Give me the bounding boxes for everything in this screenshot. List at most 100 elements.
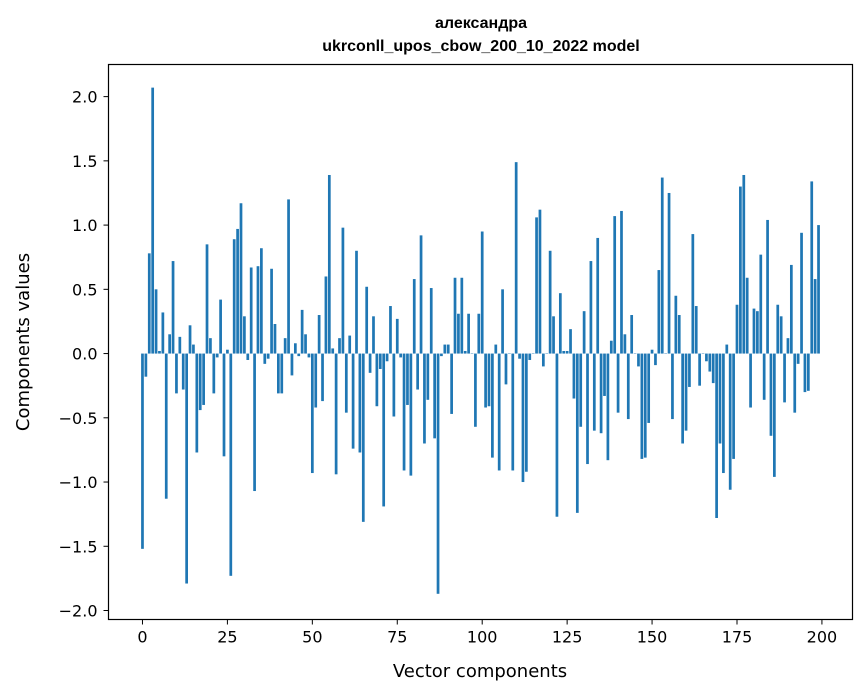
bar bbox=[365, 286, 369, 354]
bar bbox=[270, 268, 273, 354]
bar bbox=[718, 353, 722, 444]
bar bbox=[786, 338, 790, 354]
bar bbox=[521, 353, 525, 483]
bar bbox=[745, 277, 749, 354]
x-tick-label: 200 bbox=[807, 628, 838, 647]
bar bbox=[440, 353, 443, 357]
chart-title-line-1: александра bbox=[435, 15, 527, 32]
bar bbox=[480, 231, 484, 354]
bar bbox=[222, 353, 226, 457]
bar bbox=[154, 289, 158, 354]
bar bbox=[402, 353, 406, 471]
bar bbox=[728, 353, 732, 490]
bar bbox=[708, 353, 712, 372]
bar bbox=[236, 228, 239, 354]
bar bbox=[603, 353, 606, 396]
bar bbox=[460, 277, 464, 354]
bar bbox=[426, 353, 430, 400]
bar bbox=[249, 267, 253, 354]
bar bbox=[463, 350, 467, 354]
bar bbox=[304, 334, 307, 354]
y-tick-label: −1.5 bbox=[59, 537, 98, 556]
bar bbox=[722, 353, 725, 474]
bar bbox=[256, 266, 260, 354]
bar bbox=[453, 277, 457, 354]
bar bbox=[667, 192, 671, 354]
bar bbox=[273, 324, 277, 354]
bar bbox=[164, 353, 168, 499]
bar bbox=[677, 315, 681, 354]
bar bbox=[215, 353, 219, 358]
bar bbox=[766, 219, 769, 354]
bar bbox=[592, 353, 596, 431]
bar bbox=[698, 353, 701, 386]
bar bbox=[175, 353, 178, 394]
bar bbox=[192, 344, 195, 354]
bar bbox=[541, 353, 545, 367]
bar bbox=[266, 353, 270, 359]
bar bbox=[732, 353, 735, 459]
chart-title-line-2: ukrconll_upos_cbow_200_10_2022 model bbox=[322, 38, 639, 55]
bar bbox=[293, 343, 297, 354]
bar bbox=[168, 334, 172, 354]
x-tick-label: 50 bbox=[302, 628, 322, 647]
bar bbox=[671, 353, 674, 420]
bar bbox=[626, 353, 630, 420]
bar bbox=[640, 353, 644, 459]
x-tick-label: 0 bbox=[137, 628, 147, 647]
bar bbox=[395, 318, 399, 354]
bar bbox=[688, 353, 691, 387]
bar bbox=[474, 353, 477, 427]
bar bbox=[660, 177, 664, 354]
bar bbox=[467, 313, 470, 354]
bar bbox=[351, 353, 355, 449]
y-tick-label: 0.5 bbox=[72, 280, 97, 299]
bar bbox=[378, 353, 382, 369]
bar bbox=[297, 353, 301, 357]
bar bbox=[229, 353, 233, 576]
bar bbox=[596, 237, 600, 354]
bar bbox=[637, 353, 640, 367]
bar bbox=[575, 353, 579, 513]
bar bbox=[321, 353, 324, 402]
bar bbox=[654, 353, 657, 366]
bar bbox=[779, 316, 783, 354]
bar bbox=[589, 261, 593, 354]
bar bbox=[348, 335, 352, 354]
y-tick-label: 1.0 bbox=[72, 216, 97, 235]
bar bbox=[800, 232, 803, 354]
bar bbox=[205, 244, 209, 354]
bar bbox=[338, 338, 341, 354]
bar bbox=[582, 311, 586, 354]
y-tick-label: −2.0 bbox=[59, 602, 98, 621]
bar bbox=[141, 353, 144, 549]
bar bbox=[409, 353, 413, 476]
bar bbox=[287, 199, 290, 354]
bar bbox=[793, 353, 797, 413]
bar bbox=[725, 344, 729, 354]
bar bbox=[711, 353, 715, 384]
bar bbox=[609, 340, 613, 354]
bar bbox=[300, 309, 304, 354]
bar bbox=[810, 181, 814, 354]
bar bbox=[195, 353, 199, 453]
bar bbox=[429, 288, 433, 354]
bar bbox=[511, 353, 515, 471]
bar bbox=[806, 353, 810, 391]
x-tick-label: 175 bbox=[722, 628, 753, 647]
bar bbox=[433, 353, 436, 439]
bar bbox=[239, 203, 243, 354]
bar bbox=[579, 353, 583, 427]
x-tick-label: 25 bbox=[217, 628, 237, 647]
bar bbox=[399, 353, 403, 358]
bar bbox=[789, 264, 793, 354]
bar bbox=[327, 174, 331, 354]
bar bbox=[657, 270, 661, 354]
bar bbox=[198, 353, 202, 411]
bar bbox=[226, 349, 229, 354]
bar bbox=[283, 338, 287, 354]
bar bbox=[535, 217, 538, 354]
bar bbox=[260, 248, 263, 354]
bar bbox=[171, 261, 175, 354]
bar bbox=[151, 87, 155, 354]
